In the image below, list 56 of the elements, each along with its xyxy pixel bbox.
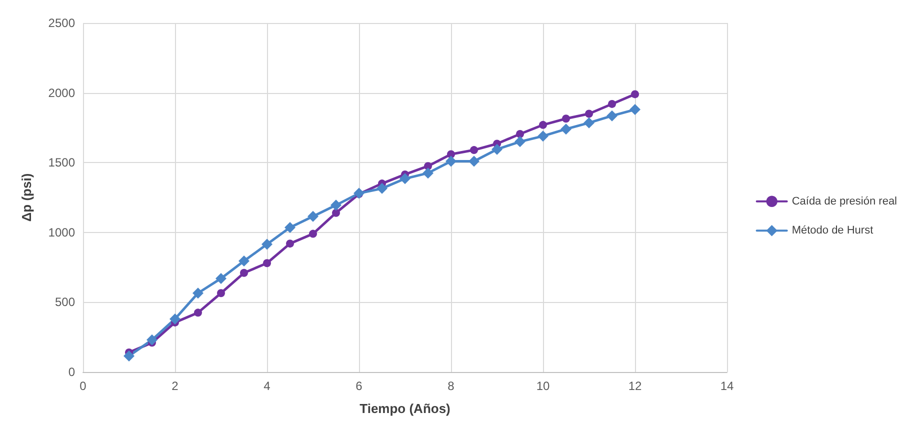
point bbox=[584, 117, 594, 128]
y-tick-label: 1000 bbox=[48, 225, 76, 240]
point bbox=[562, 114, 570, 123]
y-tick-label: 0 bbox=[68, 365, 76, 379]
y-tick-label: 1500 bbox=[48, 156, 76, 170]
point bbox=[446, 156, 456, 167]
point bbox=[631, 90, 639, 98]
x-tick-label: 2 bbox=[172, 379, 179, 393]
x-tick-label: 6 bbox=[356, 379, 363, 393]
point bbox=[606, 110, 618, 122]
point bbox=[538, 130, 548, 142]
point bbox=[400, 173, 410, 184]
point bbox=[376, 182, 388, 194]
x-tick-label: 14 bbox=[720, 379, 734, 393]
x-tick-label: 12 bbox=[628, 379, 642, 393]
point bbox=[194, 308, 202, 317]
point bbox=[630, 104, 640, 116]
point bbox=[146, 334, 158, 346]
point bbox=[354, 188, 364, 199]
point bbox=[516, 130, 524, 138]
point bbox=[240, 268, 248, 277]
point bbox=[284, 222, 296, 234]
point bbox=[468, 156, 480, 167]
point bbox=[470, 146, 478, 154]
point bbox=[308, 210, 318, 222]
y-tick-label: 500 bbox=[54, 295, 76, 310]
point bbox=[608, 100, 616, 108]
x-tick-label: 8 bbox=[448, 379, 455, 393]
point bbox=[514, 136, 526, 148]
point bbox=[262, 238, 272, 250]
point bbox=[263, 259, 271, 268]
point bbox=[560, 124, 572, 135]
legend-label: Método de Hurst bbox=[792, 224, 874, 237]
point bbox=[309, 230, 317, 238]
point bbox=[216, 272, 226, 284]
x-axis-title: Tiempo (Años) bbox=[360, 401, 450, 416]
point bbox=[330, 200, 342, 211]
point bbox=[332, 208, 340, 217]
legend-label: Caída de presión real bbox=[792, 195, 898, 208]
point bbox=[492, 144, 502, 155]
point bbox=[192, 288, 204, 299]
point bbox=[422, 168, 434, 179]
x-tick-label: 10 bbox=[536, 379, 550, 393]
point bbox=[170, 313, 180, 324]
point bbox=[424, 162, 432, 170]
point bbox=[286, 240, 294, 248]
point bbox=[124, 350, 134, 362]
x-tick-label: 4 bbox=[264, 379, 271, 393]
y-tick-label: 2500 bbox=[48, 16, 76, 30]
point bbox=[217, 289, 225, 298]
x-tick-label: 0 bbox=[80, 379, 87, 393]
y-tick-label: 2000 bbox=[48, 86, 76, 100]
point bbox=[539, 120, 547, 129]
point bbox=[238, 256, 250, 267]
point bbox=[585, 110, 593, 118]
y-axis-title: Δp (psi) bbox=[19, 173, 34, 222]
